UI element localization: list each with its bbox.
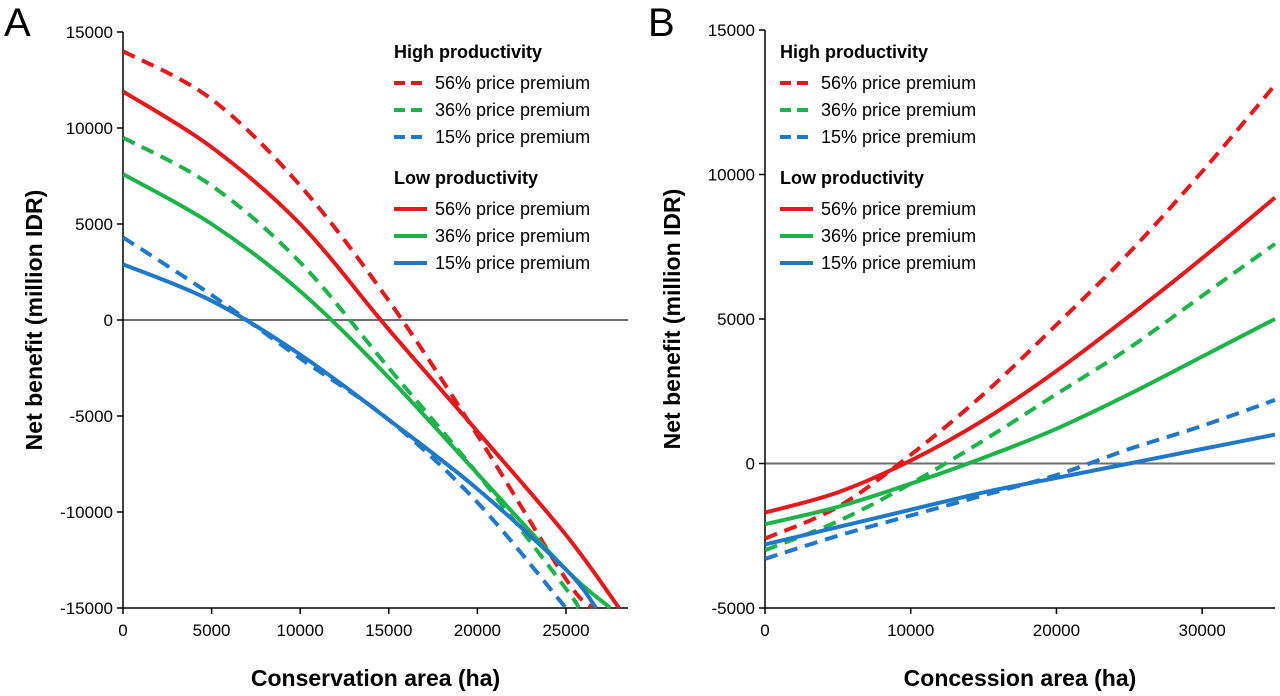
- y-axis-label: Net benefit (million IDR): [21, 190, 47, 451]
- panel-letter: A: [4, 1, 31, 45]
- legend-heading: Low productivity: [780, 168, 924, 188]
- chart-panel-a: A 15000 10000 5000 0 -5000 -10000 -15000 0 5000 10…: [4, 1, 628, 691]
- x-tick-label: 30000: [1179, 621, 1226, 640]
- series-line-high-blue: [123, 235, 568, 610]
- legend-entry-label: 15% price premium: [435, 253, 590, 273]
- y-tick-label: -15000: [60, 599, 113, 618]
- x-axis-label: Concession area (ha): [904, 665, 1137, 691]
- y-tick-label: -5000: [70, 407, 113, 426]
- legend: High productivity 56% price premium 36% pr…: [394, 42, 590, 273]
- panel-letter: B: [648, 1, 675, 45]
- x-tick-label: 20000: [1033, 621, 1080, 640]
- series-line-low-blue: [123, 262, 598, 610]
- series-line-high-green: [123, 135, 581, 610]
- series-line-high-blue: [765, 398, 1276, 561]
- plot-area: [765, 83, 1277, 561]
- x-tick-label: 5000: [193, 621, 231, 640]
- x-tick-label: 20000: [454, 621, 501, 640]
- y-tick-label: -10000: [60, 503, 113, 522]
- legend-entry-label: 36% price premium: [821, 226, 976, 246]
- x-tick-label: 25000: [542, 621, 589, 640]
- y-tick-label: 0: [104, 311, 113, 330]
- legend-heading: High productivity: [394, 42, 542, 62]
- legend-entry-label: 15% price premium: [435, 127, 590, 147]
- legend-entry-label: 56% price premium: [821, 73, 976, 93]
- series-line-low-red: [123, 89, 621, 610]
- series-line-high-green: [765, 242, 1277, 553]
- y-tick-label: 5000: [75, 215, 113, 234]
- legend-entry-label: 15% price premium: [821, 127, 976, 147]
- y-axis-label: Net benefit (million IDR): [659, 189, 685, 450]
- y-tick-label: 5000: [717, 310, 755, 329]
- legend-entry-label: 56% price premium: [821, 199, 976, 219]
- legend-entry-label: 56% price premium: [435, 73, 590, 93]
- x-axis-label: Conservation area (ha): [251, 665, 500, 691]
- series-line-low-red: [765, 196, 1277, 515]
- series-line-high-red: [765, 83, 1277, 541]
- series-line-low-green: [765, 317, 1276, 527]
- legend-heading: High productivity: [780, 42, 928, 62]
- legend-entry-label: 56% price premium: [435, 199, 590, 219]
- series-line-low-blue: [765, 432, 1276, 547]
- y-tick-label: 10000: [66, 119, 113, 138]
- x-tick-label: 0: [118, 621, 127, 640]
- y-tick-label: 15000: [66, 23, 113, 42]
- y-tick-label: -5000: [712, 599, 755, 618]
- y-tick-label: 0: [746, 455, 755, 474]
- chart-panel-b: B 15000 10000 5000 0 -5000 0 10000 20000 30000 Con…: [648, 1, 1277, 691]
- y-tick-label: 15000: [708, 21, 755, 40]
- legend-entry-label: 36% price premium: [435, 100, 590, 120]
- legend-heading: Low productivity: [394, 168, 538, 188]
- x-tick-label: 15000: [365, 621, 412, 640]
- legend: High productivity 56% price premium 36% pr…: [780, 42, 976, 273]
- legend-entry-label: 36% price premium: [435, 226, 590, 246]
- plot-area: [123, 49, 621, 610]
- legend-entry-label: 36% price premium: [821, 100, 976, 120]
- x-tick-label: 10000: [277, 621, 324, 640]
- x-tick-label: 10000: [887, 621, 934, 640]
- y-tick-label: 10000: [708, 166, 755, 185]
- x-tick-label: 0: [760, 621, 769, 640]
- legend-entry-label: 15% price premium: [821, 253, 976, 273]
